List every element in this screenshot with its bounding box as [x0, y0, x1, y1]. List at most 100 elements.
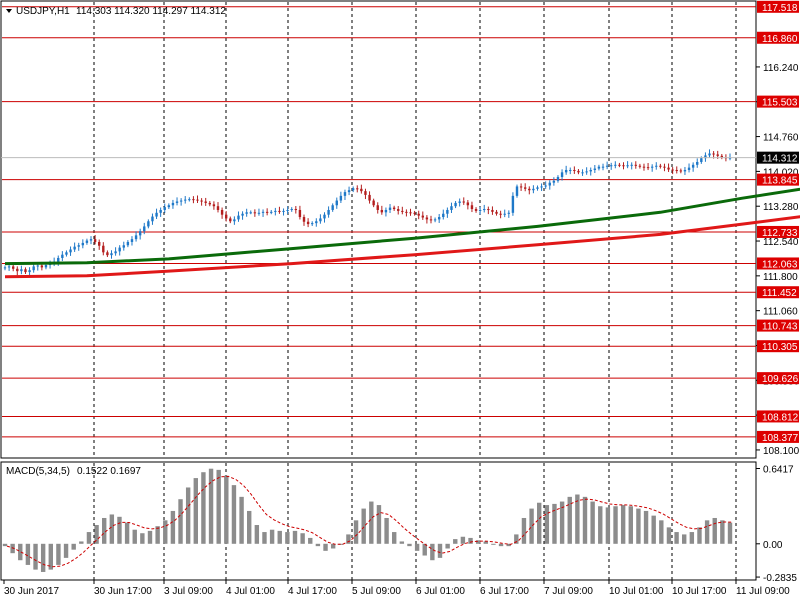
- macd-bar: [392, 532, 397, 544]
- macd-bar: [132, 529, 137, 544]
- candle: [536, 185, 539, 191]
- candle: [683, 166, 687, 175]
- time-tick-label: 10 Jul 01:00: [609, 586, 664, 597]
- candle: [130, 236, 134, 246]
- macd-bar: [2, 543, 8, 547]
- candle: [143, 222, 146, 235]
- level-badge: 108.377: [757, 430, 799, 444]
- macd-bar: [498, 543, 504, 547]
- macd-bar: [10, 543, 15, 554]
- candle: [650, 164, 654, 172]
- svg-text:117.518: 117.518: [762, 3, 798, 14]
- candle: [126, 240, 130, 248]
- candle: [605, 161, 609, 170]
- candle: [663, 163, 666, 172]
- candle: [347, 186, 351, 196]
- candle: [556, 175, 560, 183]
- candle: [167, 203, 171, 210]
- candle: [376, 202, 379, 214]
- candle: [200, 198, 203, 206]
- macd-bar: [727, 522, 733, 544]
- candle: [696, 158, 699, 168]
- candle: [306, 218, 310, 228]
- candle: [397, 206, 400, 215]
- macd-bar: [697, 527, 702, 544]
- candle: [98, 239, 101, 250]
- candle: [315, 218, 318, 227]
- macd-bar: [369, 501, 374, 544]
- candle: [646, 163, 650, 171]
- candle: [282, 208, 285, 216]
- macd-bar: [254, 525, 260, 544]
- svg-text:110.305: 110.305: [762, 342, 798, 353]
- macd-bar: [620, 505, 626, 544]
- candle: [302, 214, 306, 226]
- macd-bar: [460, 536, 466, 544]
- candle: [589, 167, 592, 176]
- level-badge: 110.305: [757, 340, 799, 353]
- price-tick-label: 114.020: [763, 167, 799, 178]
- svg-text:110.743: 110.743: [762, 322, 798, 333]
- candle: [528, 186, 531, 195]
- macd-bar: [292, 530, 298, 544]
- price-axis: 116.240115.500114.760114.020113.280112.5…: [756, 0, 800, 457]
- candle: [229, 216, 232, 224]
- chart-header: USDJPY,H1 114.303 114.320 114.297 114.31…: [6, 6, 226, 17]
- macd-bar: [155, 526, 160, 544]
- candle: [77, 242, 80, 251]
- candle: [20, 265, 23, 275]
- level-badge: 110.743: [757, 319, 799, 333]
- candle: [89, 236, 93, 245]
- candle: [470, 201, 474, 213]
- candle: [196, 195, 199, 204]
- candle: [401, 206, 404, 215]
- candle: [261, 209, 265, 217]
- macd-bar: [598, 506, 603, 544]
- candle: [118, 245, 121, 256]
- candle: [634, 161, 637, 169]
- macd-values-label: 0.1522 0.1697: [77, 466, 141, 477]
- candle: [311, 221, 314, 226]
- candle: [622, 162, 625, 170]
- macd-bar: [94, 525, 99, 544]
- candle: [597, 164, 601, 171]
- candle: [581, 169, 584, 176]
- macd-bar: [720, 520, 725, 544]
- price-tick-label: 114.760: [763, 133, 799, 144]
- candle: [511, 192, 515, 216]
- candle: [237, 211, 240, 222]
- macd-bar: [537, 502, 542, 544]
- macd-bar: [224, 475, 229, 544]
- dropdown-triangle-icon[interactable]: [6, 9, 12, 13]
- macd-bar: [590, 501, 595, 544]
- time-tick-label: 4 Jul 01:00: [226, 586, 275, 597]
- macd-bar: [491, 543, 496, 545]
- macd-bar: [346, 534, 351, 544]
- svg-text:109.626: 109.626: [762, 374, 799, 385]
- candle: [466, 199, 470, 210]
- macd-bar: [682, 534, 687, 544]
- candle: [204, 197, 207, 206]
- candle: [454, 201, 457, 209]
- macd-bar: [163, 520, 168, 544]
- candle: [433, 217, 437, 223]
- candle: [278, 206, 281, 214]
- svg-text:115.503: 115.503: [762, 98, 798, 109]
- candle: [478, 206, 482, 215]
- macd-axis: 0.6417 0.00 -0.2835: [756, 464, 797, 584]
- time-tick-label: 6 Jul 01:00: [416, 586, 465, 597]
- macd-signal-line: [6, 475, 733, 568]
- level-badge: 113.845: [757, 173, 799, 187]
- svg-text:111.452: 111.452: [762, 288, 797, 299]
- macd-bar: [514, 534, 519, 544]
- candle: [339, 191, 343, 204]
- macd-bar: [56, 543, 61, 565]
- candle: [81, 239, 85, 249]
- candle: [560, 169, 564, 181]
- price-tick-label: 113.280: [763, 202, 799, 213]
- candle: [548, 180, 551, 190]
- macd-bar: [407, 543, 412, 547]
- candle: [442, 209, 445, 220]
- candle: [122, 241, 125, 251]
